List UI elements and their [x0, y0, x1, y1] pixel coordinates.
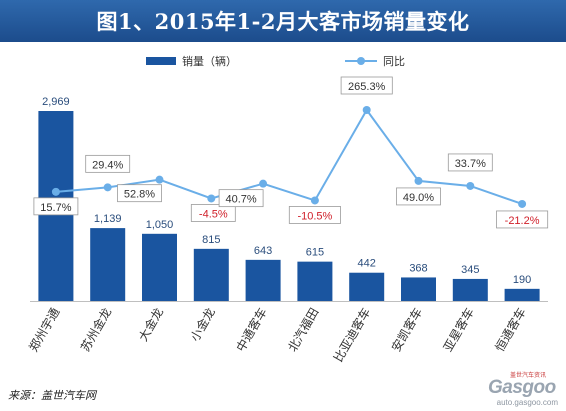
line-label-box — [33, 197, 79, 216]
bar — [504, 288, 540, 301]
watermark-logo: 盖世汽车资讯 Gasgoo auto.gasgoo.com — [474, 370, 558, 408]
line-point — [207, 194, 216, 203]
category-tick-label: 小金龙 — [187, 305, 218, 344]
category-tick-label: 苏州金龙 — [77, 305, 114, 354]
line-label-box — [117, 184, 162, 203]
bar-value-label: 2,969 — [42, 96, 70, 108]
chart-area: 销量（辆） 同比 2,969 1,139 1,050 815 643 615 442 368 345… — [0, 42, 566, 411]
bar-value-label: 190 — [513, 274, 531, 286]
bar — [349, 272, 385, 301]
line-label-box — [396, 187, 441, 206]
category-tick-label: 中通客车 — [233, 305, 270, 354]
category-tick-label: 比亚迪客车 — [330, 305, 373, 364]
line-point — [466, 181, 475, 190]
category-tick-label: 亚星客车 — [440, 305, 477, 354]
category-tick-label: 北汽福田 — [284, 305, 321, 354]
line-value-label: -4.5% — [199, 208, 228, 220]
line-point — [414, 176, 423, 185]
bar — [90, 228, 126, 301]
bar-value-label: 643 — [254, 245, 272, 257]
bar-value-label: 1,050 — [146, 219, 174, 231]
line-label-box — [218, 189, 264, 208]
legend-bar-swatch — [146, 57, 176, 65]
category-tick-label: 安凯客车 — [388, 305, 425, 354]
watermark-brand: Gasgoo — [488, 377, 556, 398]
line-value-label: 49.0% — [403, 192, 434, 204]
category-tick-label: 大金龙 — [135, 305, 166, 344]
bar — [401, 277, 436, 301]
line-point — [362, 106, 371, 114]
line-point — [51, 187, 60, 196]
line-label-box — [85, 154, 131, 173]
source-note: 来源：盖世汽车网 — [8, 389, 96, 402]
watermark-subtitle: 盖世汽车资讯 — [510, 372, 547, 379]
legend-bar-label: 销量（辆） — [182, 54, 237, 68]
line-label-box — [496, 210, 549, 229]
line-value-label: -10.5% — [297, 210, 332, 222]
bar — [142, 233, 177, 301]
bar-value-label: 615 — [306, 247, 324, 259]
line-label-box — [288, 206, 341, 224]
bar-value-label: 815 — [202, 234, 220, 246]
line-value-label: 29.4% — [92, 159, 123, 171]
line-value-label: 265.3% — [348, 81, 386, 93]
bar-value-label: 1,139 — [94, 213, 122, 225]
yoy-series-line — [55, 108, 523, 205]
line-label-box — [190, 204, 236, 222]
category-tick-label: 郑州宇通 — [25, 305, 62, 354]
line-point — [310, 196, 319, 205]
title-bar: 图1、2015年1-2月大客市场销量变化 — [0, 0, 566, 42]
legend-line-label: 同比 — [383, 55, 405, 68]
line-label-box — [447, 153, 493, 172]
category-tick-label: 恒通客车 — [492, 305, 529, 354]
chart-title: 图1、2015年1-2月大客市场销量变化 — [96, 9, 470, 34]
bar — [245, 259, 281, 301]
line-value-label: 52.8% — [124, 189, 155, 201]
legend-line-marker — [357, 57, 365, 65]
line-value-label: -21.2% — [505, 215, 540, 227]
line-value-label: 40.7% — [225, 194, 256, 206]
chart-svg: 销量（辆） 同比 2,969 1,139 1,050 815 643 615 442 368 345… — [25, 54, 549, 364]
watermark-url: auto.gasgoo.com — [496, 398, 558, 407]
bar-value-label: 368 — [409, 262, 427, 274]
bar — [193, 248, 229, 301]
bar-value-label: 345 — [461, 264, 479, 276]
bar-value-label: 442 — [358, 258, 376, 270]
line-value-label: 15.7% — [40, 202, 71, 214]
bar — [452, 278, 488, 301]
bar — [297, 261, 333, 301]
line-point — [103, 183, 112, 192]
line-value-label: 33.7% — [455, 158, 486, 170]
line-point — [259, 179, 268, 188]
line-point — [155, 175, 164, 184]
line-point — [518, 199, 527, 208]
line-label-box — [340, 76, 393, 95]
